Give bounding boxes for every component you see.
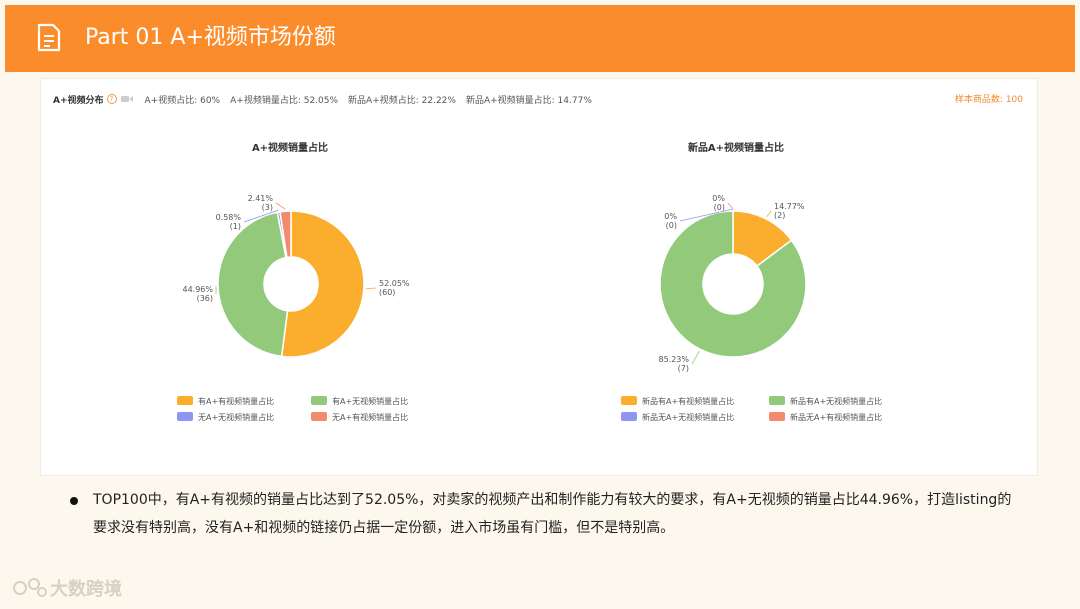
legend-swatch bbox=[311, 396, 327, 405]
legend-label: 无A+无视频销量占比 bbox=[198, 412, 274, 422]
data-label-count: (3) bbox=[262, 203, 273, 212]
leader-line bbox=[275, 202, 286, 210]
legend-swatch bbox=[311, 412, 327, 421]
logo-icon bbox=[13, 578, 47, 597]
data-label: 52.05% bbox=[379, 279, 410, 288]
data-label: 14.77% bbox=[774, 202, 805, 211]
leader-line bbox=[679, 208, 734, 222]
legend-label: 新品有A+无视频销量占比 bbox=[790, 396, 882, 406]
data-label: 85.23% bbox=[658, 355, 689, 364]
leader-line bbox=[365, 287, 377, 290]
legend-swatch bbox=[621, 396, 637, 405]
pie-slice bbox=[279, 210, 292, 259]
data-label: 44.96% bbox=[182, 285, 213, 294]
legend-label: 无A+有视频销量占比 bbox=[332, 412, 408, 422]
stat-item: 新品A+视频销量占比: 14.77% bbox=[465, 95, 592, 106]
data-label: 0% bbox=[712, 194, 725, 203]
data-label: 2.41% bbox=[248, 194, 274, 203]
legend-label: 有A+有视频销量占比 bbox=[198, 396, 274, 406]
page-header: Part 01 A+视频市场份额 bbox=[5, 5, 1075, 72]
leader-line bbox=[691, 350, 700, 365]
data-label: 0.58% bbox=[216, 213, 242, 222]
chart-panel: A+视频分布 ? A+视频占比: 60% A+视频销量占比: 52.05% 新品… bbox=[40, 78, 1038, 476]
question-icon[interactable]: ? bbox=[106, 94, 117, 104]
data-label-count: (7) bbox=[678, 364, 689, 373]
legend-swatch bbox=[621, 412, 637, 421]
stat-item: A+视频占比: 60% bbox=[144, 95, 221, 106]
video-camera-icon bbox=[120, 96, 133, 102]
sample-count: 样本商品数: 100 bbox=[954, 95, 1023, 105]
data-label-count: (1) bbox=[230, 222, 241, 231]
bullet-dot bbox=[70, 497, 78, 505]
legend-label: 有A+无视频销量占比 bbox=[332, 396, 408, 406]
data-label-count: (2) bbox=[774, 211, 785, 220]
stat-item: A+视频销量占比: 52.05% bbox=[230, 95, 339, 106]
legend-label: 新品无A+有视频销量占比 bbox=[790, 412, 882, 422]
document-icon bbox=[37, 23, 61, 52]
data-label-count: (0) bbox=[666, 221, 677, 230]
leader-line bbox=[766, 210, 772, 218]
legend-swatch bbox=[177, 412, 193, 421]
chart-title-right: 新品A+视频销量占比 bbox=[687, 143, 785, 154]
summary-note: TOP100中，有A+有视频的销量占比达到了52.05%，对卖家的视频产出和制作… bbox=[93, 492, 1012, 536]
pie-slice bbox=[280, 210, 365, 358]
pie-slice bbox=[659, 210, 807, 358]
logo-text: 大数跨境 bbox=[50, 579, 122, 600]
chart-title-left: A+视频销量占比 bbox=[251, 143, 329, 154]
page-title: Part 01 A+视频市场份额 bbox=[85, 25, 336, 50]
legend-label: 新品无A+无视频销量占比 bbox=[642, 412, 734, 422]
data-label: 0% bbox=[664, 212, 677, 221]
pie-slice bbox=[217, 211, 289, 358]
data-label-count: (36) bbox=[197, 294, 213, 303]
legend-swatch bbox=[769, 396, 785, 405]
leader-line bbox=[727, 202, 734, 210]
stat-item: 新品A+视频占比: 22.22% bbox=[348, 95, 456, 106]
leader-line bbox=[243, 209, 279, 223]
legend-label: 新品有A+有视频销量占比 bbox=[642, 396, 734, 406]
data-label-count: (0) bbox=[714, 203, 725, 212]
legend-swatch bbox=[769, 412, 785, 421]
data-label-count: (60) bbox=[379, 288, 395, 297]
stats-row: A+视频分布 ? A+视频占比: 60% A+视频销量占比: 52.05% 新品… bbox=[53, 91, 602, 107]
distribution-title: A+视频分布 bbox=[53, 95, 104, 106]
legend-swatch bbox=[177, 396, 193, 405]
pie-charts: 52.05%(60) 44.96%(36) 0.58%(1) 2.41%(3) 有A+有… bbox=[177, 194, 882, 422]
